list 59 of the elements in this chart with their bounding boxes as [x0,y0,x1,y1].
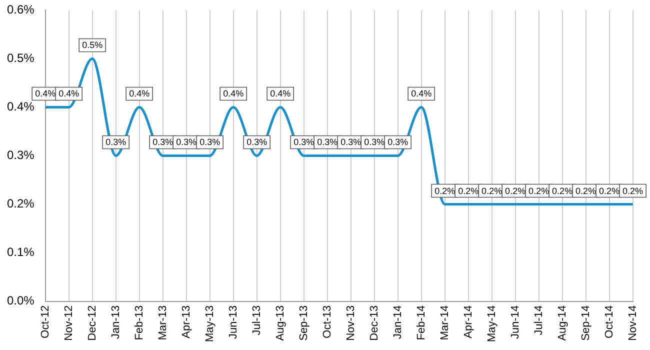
data-label: 0.2% [576,186,596,196]
x-tick-label: Jan-13 [110,305,122,339]
data-label: 0.3% [388,137,408,148]
x-tick-label: Jun-13 [227,305,240,339]
data-label: 0.2% [458,186,479,196]
y-tick-label: 0.1% [6,245,35,260]
x-tick-label: Nov-13 [344,305,357,341]
x-tick-label: Apr-13 [180,305,192,338]
data-label: 0.3% [340,137,362,148]
x-tick-label: Sep-14 [580,305,592,341]
x-tick-label: Oct-12 [39,305,52,338]
data-label: 0.2% [622,186,644,196]
x-tick-label: Oct-13 [321,305,334,338]
x-tick-label: Mar-14 [438,305,451,340]
data-label: 0.3% [294,137,314,148]
data-label: 0.3% [200,137,220,148]
x-tick-label: Dec-12 [86,305,98,341]
data-label: 0.2% [552,186,573,196]
x-tick-label: Dec-13 [368,305,380,341]
y-tick-label: 0.3% [6,148,35,162]
x-tick-label: Apr-14 [462,305,474,338]
x-tick-label: Aug-14 [556,305,568,341]
data-label: 0.4% [223,88,244,99]
data-label: 0.3% [317,137,338,148]
x-tick-label: Mar-13 [156,305,169,340]
data-label: 0.2% [434,186,456,196]
data-label: 0.2% [599,186,620,196]
data-label: 0.4% [58,88,80,99]
data-label: 0.4% [411,88,432,99]
x-tick-label: Jul-13 [250,305,263,336]
data-label: 0.3% [176,137,197,148]
data-label: 0.3% [246,137,268,148]
data-label: 0.4% [129,88,150,99]
data-label: 0.4% [270,88,291,99]
x-tick-label: Aug-13 [274,305,286,341]
data-label: 0.4% [35,88,56,99]
data-label: 0.3% [106,137,126,148]
x-tick-label: Feb-14 [415,305,428,340]
data-label: 0.5% [82,40,103,50]
data-label: 0.2% [528,186,550,196]
x-tick-label: Jan-14 [392,305,404,339]
x-tick-label: Nov-14 [626,305,639,341]
x-tick-label: Jun-14 [509,305,522,339]
data-label: 0.3% [364,137,385,148]
x-tick-label: Jul-14 [532,305,545,336]
data-label: 0.2% [482,186,502,196]
y-tick-label: 0.5% [6,51,35,66]
x-tick-label: Sep-13 [298,305,310,341]
x-tick-label: Feb-13 [133,305,146,340]
x-tick-label: Oct-14 [603,305,616,338]
x-tick-label: Nov-12 [62,305,75,341]
y-tick-label: 0.6% [6,2,35,17]
data-label: 0.3% [152,137,174,148]
data-label: 0.2% [505,186,526,196]
y-tick-label: 0.0% [6,294,35,308]
y-tick-label: 0.2% [6,196,35,211]
y-tick-label: 0.4% [6,100,35,114]
x-tick-label: May-14 [486,305,498,342]
x-tick-label: May-13 [204,305,216,342]
